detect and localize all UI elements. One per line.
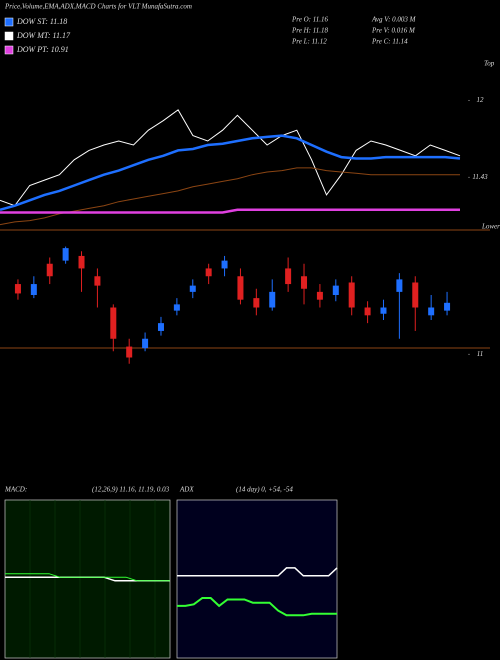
y-tick-label: 11	[477, 350, 483, 358]
candle-body	[173, 304, 180, 311]
legend-label: DOW ST: 11.18	[16, 17, 67, 26]
candle-body	[78, 255, 85, 269]
series-line	[177, 597, 337, 617]
candle-body	[46, 263, 53, 277]
legend-swatch	[4, 31, 14, 41]
bottom-label: Lower	[481, 223, 500, 231]
candle-body	[364, 307, 371, 316]
stat: Pre V: 0.016 M	[371, 27, 416, 35]
candle-body	[285, 268, 292, 285]
series-line	[0, 109, 461, 207]
series-line	[0, 208, 460, 214]
legend-swatch	[4, 17, 14, 27]
adx-panel	[176, 499, 338, 659]
top-label: Top	[484, 60, 495, 68]
candle-body	[332, 285, 339, 295]
candle-body	[269, 291, 276, 308]
stat: Pre C: 11.14	[371, 38, 408, 46]
legend-label: DOW MT: 11.17	[16, 31, 71, 40]
stat: Pre O: 11.16	[291, 16, 328, 24]
candle-body	[157, 323, 164, 331]
candle-body	[428, 307, 435, 316]
candle-body	[62, 248, 69, 261]
candle-body	[30, 284, 37, 295]
page-title: Price,Volume,EMA,ADX,MACD Charts for VLT…	[4, 3, 192, 11]
candle-body	[237, 276, 244, 300]
stat: Avg V: 0.003 M	[371, 16, 417, 24]
candle-body	[253, 298, 260, 308]
candle-body	[126, 346, 133, 358]
candle-body	[396, 279, 403, 292]
candle-body	[94, 276, 101, 286]
candle-body	[14, 284, 21, 294]
candle-body	[301, 276, 308, 289]
series-line	[0, 167, 460, 226]
panel-title: MACD:	[4, 486, 27, 494]
candle-body	[348, 282, 355, 308]
candle-body	[316, 291, 323, 300]
candle-body	[444, 302, 451, 311]
candle-body	[221, 260, 228, 269]
candle-body	[110, 307, 117, 339]
series-line	[0, 134, 461, 212]
legend-label: DOW PT: 10.91	[16, 45, 69, 54]
series-line	[5, 573, 170, 582]
candle-body	[205, 268, 212, 277]
series-line	[177, 567, 338, 577]
macd-panel	[4, 499, 171, 659]
legend-swatch	[4, 45, 14, 55]
panel-subtitle: (12,26,9) 11.16, 11.19, 0.03	[92, 486, 170, 494]
stat: Pre H: 11.18	[291, 27, 328, 35]
candle-body	[412, 282, 419, 308]
stat: Pre L: 11.12	[291, 38, 327, 46]
candle-body	[142, 338, 149, 349]
panel-title: ADX	[179, 486, 194, 494]
candle-body	[380, 307, 387, 314]
panel-subtitle: (14 day) 0, +54, -54	[236, 486, 293, 494]
y-tick-label: 12	[477, 96, 485, 104]
y-tick-label: 11.43	[472, 173, 488, 181]
candle-body	[189, 285, 196, 292]
